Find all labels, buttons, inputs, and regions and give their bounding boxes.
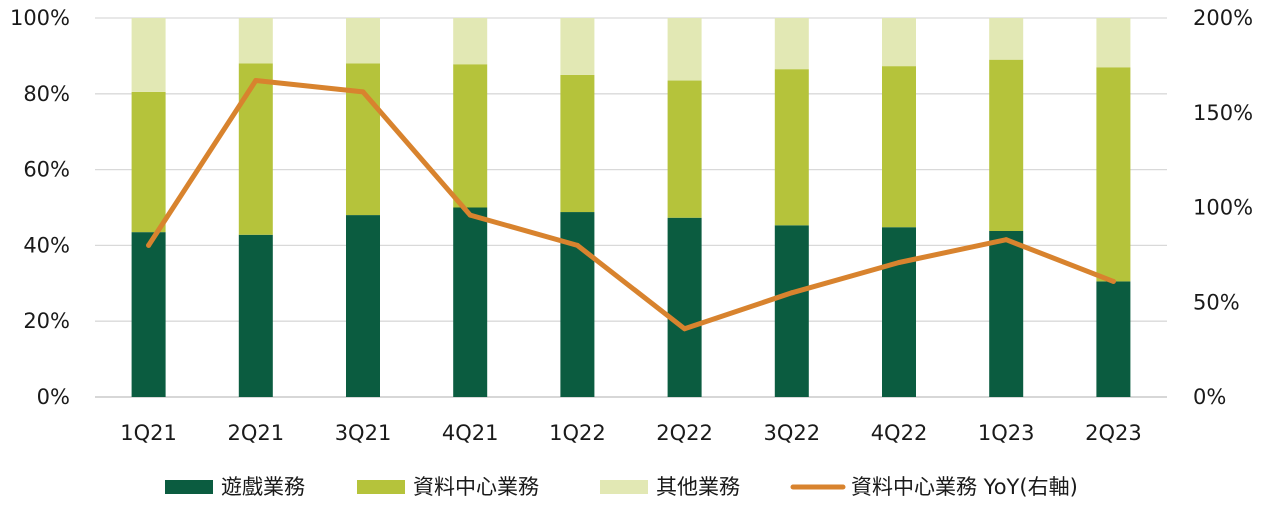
bar-segment-series-0-4Q21 [453,207,488,397]
right-tick-label: 100% [1193,196,1253,220]
bars [131,18,1131,397]
x-axis-ticks: 1Q21 2Q21 3Q21 4Q21 1Q22 2Q22 3Q22 4Q22 1Q23 2Q23 [120,421,1141,445]
bar-segment-series-2-2Q23 [1096,18,1131,68]
right-tick-label: 200% [1193,6,1253,30]
legend-swatch-1 [357,480,405,494]
bar-segment-series-1-3Q22 [774,69,809,226]
legend-label: 資料中心業務 [413,475,539,499]
yoy-point-1Q21 [146,242,152,248]
left-tick-label: 60% [23,158,70,182]
yoy-point-4Q22 [896,259,902,265]
x-tick-label: 1Q21 [120,421,177,445]
x-tick-label: 3Q21 [335,421,392,445]
left-tick-label: 0% [37,385,70,409]
bar-segment-series-1-1Q21 [131,91,166,233]
yoy-point-1Q23 [1003,237,1009,243]
right-axis-ticks: 0% 50% 100% 150% 200% [1193,6,1253,409]
bar-segment-series-2-2Q22 [667,18,702,81]
yoy-point-1Q22 [574,242,580,248]
x-tick-label: 2Q22 [656,421,713,445]
x-tick-label: 4Q22 [871,421,928,445]
bar-segment-series-1-1Q22 [560,74,595,213]
yoy-point-3Q21 [360,89,366,95]
yoy-line [146,78,1116,332]
yoy-point-4Q21 [467,212,473,218]
legend-label: 遊戲業務 [221,475,305,499]
yoy-point-2Q23 [1110,278,1116,284]
yoy-point-2Q22 [682,326,688,332]
legend-label: 資料中心業務 YoY(右軸) [851,475,1078,499]
yoy-point-2Q21 [253,78,259,84]
x-tick-label: 1Q22 [549,421,606,445]
x-tick-label: 2Q23 [1085,421,1142,445]
left-axis-ticks: 0% 20% 40% 60% 80% 100% [10,6,70,409]
gridlines [95,17,1167,398]
bar-segment-series-1-4Q21 [453,64,488,208]
bar-segment-series-1-3Q21 [346,63,380,216]
bar-segment-series-1-2Q22 [667,80,702,218]
right-tick-label: 0% [1193,385,1226,409]
bar-segment-series-1-1Q23 [989,59,1024,231]
bar-segment-series-2-2Q21 [238,18,273,64]
bar-segment-series-0-1Q21 [131,232,166,397]
legend-label: 其他業務 [656,475,740,499]
bar-segment-series-0-4Q22 [882,227,916,397]
yoy-point-3Q22 [789,290,795,296]
bar-segment-series-1-2Q23 [1096,67,1131,282]
x-tick-label: 3Q22 [763,421,820,445]
right-tick-label: 150% [1193,101,1253,125]
bar-segment-series-1-4Q22 [882,66,916,228]
legend-swatch-2 [600,480,648,494]
left-tick-label: 20% [23,309,70,333]
bar-segment-series-2-1Q22 [560,18,595,75]
bar-segment-series-2-3Q22 [774,18,809,70]
bar-segment-series-0-3Q22 [774,225,809,397]
bar-segment-series-1-2Q21 [238,63,273,235]
left-tick-label: 100% [10,6,70,30]
bar-segment-series-2-1Q23 [989,18,1024,60]
x-tick-label: 1Q23 [978,421,1035,445]
x-tick-label: 2Q21 [227,421,284,445]
bar-segment-series-0-2Q21 [238,234,273,397]
bar-segment-series-0-3Q21 [346,215,380,397]
right-tick-label: 50% [1193,290,1240,314]
yoy-series-line [146,78,1116,332]
bar-segment-series-2-1Q21 [131,18,166,92]
bar-segment-series-2-3Q21 [346,18,380,64]
bar-segment-series-0-2Q22 [667,217,702,397]
legend-swatch-0 [165,480,213,494]
bar-segment-series-2-4Q21 [453,18,488,65]
bar-segment-series-0-2Q23 [1096,281,1131,397]
x-tick-label: 4Q21 [442,421,499,445]
left-tick-label: 40% [23,233,70,257]
bar-segment-series-0-1Q23 [989,230,1024,397]
bar-segment-series-2-4Q22 [882,18,916,67]
legend: 遊戲業務 資料中心業務 其他業務 資料中心業務 YoY(右軸) [165,475,1078,499]
left-tick-label: 80% [23,82,70,106]
